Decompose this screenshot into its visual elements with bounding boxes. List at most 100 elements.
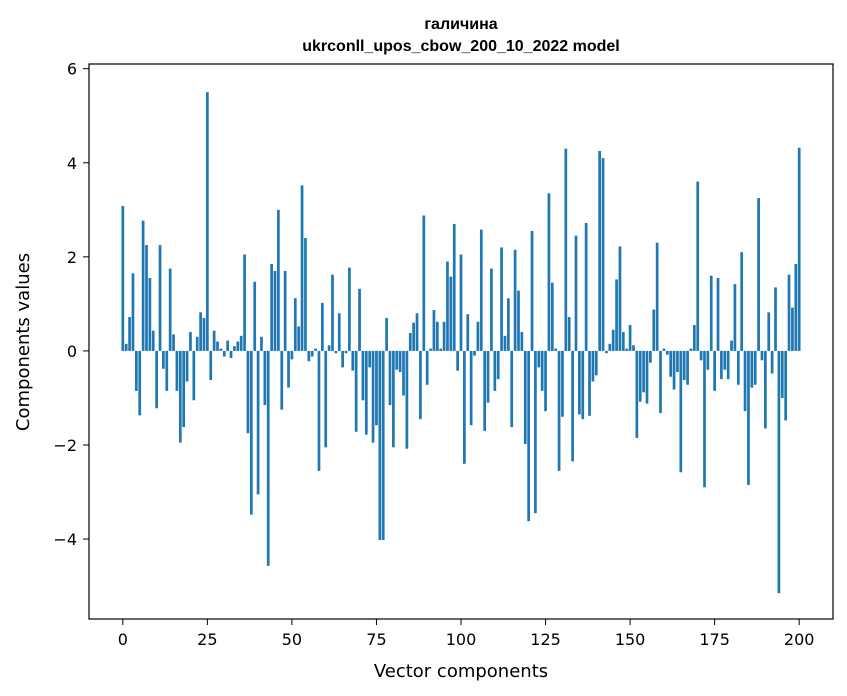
bar-163 <box>672 350 676 390</box>
bar-17 <box>178 350 182 443</box>
x-tick-label: 0 <box>118 630 128 649</box>
bar-94 <box>439 348 443 351</box>
bar-58 <box>317 350 321 471</box>
bar-97 <box>449 276 453 351</box>
bar-88 <box>419 350 422 420</box>
bar-69 <box>354 350 358 432</box>
bar-84 <box>405 350 409 449</box>
bar-99 <box>456 350 459 371</box>
bar-42 <box>263 350 267 405</box>
bar-190 <box>764 350 767 429</box>
bar-120 <box>527 350 530 522</box>
bar-65 <box>341 350 344 368</box>
bar-71 <box>361 350 365 401</box>
y-tick-label: 4 <box>67 154 77 173</box>
bar-32 <box>229 350 233 358</box>
bar-50 <box>290 350 294 360</box>
bar-149 <box>625 348 629 351</box>
bar-14 <box>168 268 172 351</box>
bar-13 <box>165 350 169 391</box>
bar-51 <box>293 298 297 351</box>
bar-76 <box>378 350 382 540</box>
bar-41 <box>260 336 263 351</box>
bar-28 <box>216 341 219 351</box>
y-tick-label: −4 <box>53 530 77 549</box>
bar-154 <box>642 350 645 393</box>
bar-33 <box>233 346 236 351</box>
y-axis-ticks: −4 −2 0 2 4 6 <box>53 60 89 549</box>
bar-153 <box>638 350 642 402</box>
bar-36 <box>243 254 246 351</box>
bar-46 <box>277 209 280 351</box>
bar-175 <box>713 350 716 391</box>
bar-75 <box>375 350 378 426</box>
bar-95 <box>442 321 446 351</box>
bar-25 <box>206 92 209 351</box>
bar-188 <box>757 198 760 351</box>
bar-103 <box>469 350 473 426</box>
bar-128 <box>554 348 558 351</box>
bar-132 <box>567 317 571 351</box>
bar-61 <box>327 345 331 351</box>
bar-101 <box>463 350 466 464</box>
bar-110 <box>493 350 497 391</box>
bar-192 <box>770 350 774 374</box>
bar-2 <box>128 317 131 351</box>
bar-157 <box>652 309 656 351</box>
bar-142 <box>601 158 605 351</box>
bar-119 <box>523 350 527 445</box>
bar-159 <box>659 350 662 413</box>
bars <box>121 92 801 594</box>
y-tick-label: 6 <box>67 60 77 79</box>
bar-72 <box>364 350 368 435</box>
bar-124 <box>540 350 544 391</box>
bar-7 <box>145 245 148 351</box>
bar-39 <box>253 281 257 351</box>
bar-122 <box>534 350 537 514</box>
bar-64 <box>337 313 341 351</box>
bar-151 <box>632 345 635 351</box>
bar-93 <box>435 321 439 351</box>
bar-150 <box>628 325 632 351</box>
bar-170 <box>696 181 700 351</box>
bar-48 <box>283 270 287 351</box>
bar-133 <box>571 350 574 462</box>
bar-30 <box>222 350 226 357</box>
bar-144 <box>608 343 612 351</box>
bar-21 <box>192 350 196 401</box>
bar-45 <box>273 270 277 351</box>
bar-155 <box>645 350 649 404</box>
x-tick-label: 50 <box>282 630 302 649</box>
bar-82 <box>398 350 402 373</box>
bar-152 <box>635 350 639 438</box>
bar-60 <box>324 350 328 448</box>
bar-10 <box>155 350 158 409</box>
bar-19 <box>185 350 189 382</box>
bar-43 <box>266 350 270 566</box>
bar-44 <box>270 263 273 351</box>
bar-118 <box>520 332 524 351</box>
bar-138 <box>588 350 591 416</box>
chart-title: галичина <box>424 16 497 33</box>
bar-187 <box>753 350 757 385</box>
bar-98 <box>452 223 456 351</box>
bar-79 <box>388 350 392 405</box>
bar-185 <box>747 350 750 485</box>
bar-102 <box>466 314 470 351</box>
bar-104 <box>473 350 476 356</box>
bar-112 <box>500 247 503 351</box>
bar-125 <box>544 350 547 412</box>
x-tick-label: 100 <box>446 630 477 649</box>
x-tick-label: 125 <box>530 630 561 649</box>
bar-5 <box>138 350 142 416</box>
x-axis-label: Vector components <box>374 661 548 682</box>
bar-18 <box>182 350 186 428</box>
bar-127 <box>550 282 554 351</box>
bar-165 <box>679 350 683 473</box>
bar-123 <box>537 350 541 368</box>
bar-87 <box>415 313 419 351</box>
bar-54 <box>304 238 307 351</box>
bar-26 <box>209 350 213 381</box>
bar-57 <box>314 348 317 351</box>
